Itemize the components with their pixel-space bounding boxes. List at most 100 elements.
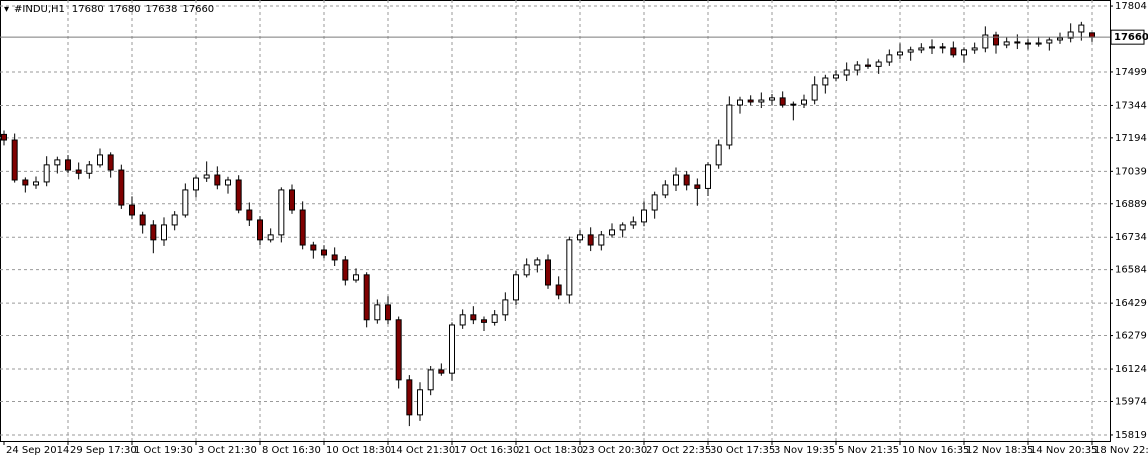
candle-body <box>587 234 594 246</box>
price-label: 17660 <box>1114 32 1148 43</box>
candle-body <box>310 244 317 251</box>
candle-body <box>1046 39 1053 44</box>
candle-body <box>971 47 978 51</box>
candle-body <box>417 389 423 416</box>
candle-body <box>619 224 626 231</box>
candle-body <box>950 47 957 56</box>
candle-body <box>854 64 861 71</box>
candle-body <box>289 189 295 211</box>
header-low: 17638 <box>146 4 178 15</box>
candle-body <box>235 179 242 211</box>
candle-body <box>449 324 455 374</box>
candle-body <box>139 214 146 226</box>
y-tick-label: 17194 <box>1115 133 1147 144</box>
candle-body <box>598 234 605 246</box>
candle-body <box>577 234 583 241</box>
candle-body <box>705 164 711 189</box>
candle-body <box>1 133 7 141</box>
candle-body <box>22 179 29 186</box>
candle-body <box>769 97 775 101</box>
x-tick-label: 24 Sep 2014 <box>6 445 69 456</box>
y-tick-label: 16584 <box>1115 265 1147 276</box>
header-close: 17660 <box>182 4 214 15</box>
candle-body <box>715 144 722 166</box>
candle-body <box>630 221 637 226</box>
candle-body <box>353 274 359 281</box>
y-tick-label: 16279 <box>1115 331 1147 342</box>
x-tick-label: 17 Oct 16:30 <box>454 445 519 456</box>
y-tick-label: 17499 <box>1115 67 1147 78</box>
candle-body <box>779 97 786 106</box>
candle-body <box>43 164 50 183</box>
candles <box>0 21 1110 427</box>
candle-body <box>1067 31 1074 39</box>
candle-body <box>129 204 135 216</box>
candle-body <box>171 214 178 226</box>
candle-body <box>406 379 413 416</box>
candle-body <box>673 174 679 186</box>
candle-body <box>897 51 903 56</box>
candle-body <box>107 154 114 171</box>
candle-body <box>907 49 914 53</box>
candle-body <box>182 189 189 216</box>
candle-body <box>747 99 754 103</box>
x-tick-label: 12 Nov 18:35 <box>966 445 1033 456</box>
candle-body <box>150 224 157 241</box>
candle-body <box>161 224 167 241</box>
x-tick-label: 27 Oct 22:35 <box>646 445 711 456</box>
candle-body <box>75 169 82 174</box>
candle-body <box>641 209 647 223</box>
candle-body <box>54 159 61 166</box>
candle-body <box>278 189 285 236</box>
candle-body <box>1078 24 1085 33</box>
candle-body <box>33 181 39 186</box>
candle-body <box>342 259 349 281</box>
candle-body <box>886 54 893 63</box>
candle-body <box>993 34 999 46</box>
header-high: 17680 <box>109 4 141 15</box>
candle-body <box>321 249 327 256</box>
candle-body <box>1014 41 1021 44</box>
candle-body <box>811 84 818 101</box>
y-tick-label: 17804 <box>1115 1 1147 12</box>
menu-arrow: ▾ <box>4 4 9 15</box>
candle-body <box>566 239 573 296</box>
x-tick-label: 10 Oct 18:30 <box>326 445 391 456</box>
y-tick-label: 16734 <box>1115 232 1147 243</box>
candle-body <box>961 49 967 56</box>
axes: 17804 17499 17344 17194 17039 16889 16734 16584… <box>3 1 1148 456</box>
y-tick-label: 17344 <box>1115 100 1147 111</box>
candle-body <box>737 99 743 106</box>
candle-body <box>875 61 882 67</box>
candle-body <box>1035 42 1042 45</box>
y-tick-label: 15974 <box>1115 396 1147 407</box>
candle-body <box>534 259 541 266</box>
candle-body <box>865 64 871 67</box>
candle-body <box>726 104 733 146</box>
candle-body <box>363 274 370 321</box>
candle-body <box>374 304 381 321</box>
candle-body <box>1025 42 1031 45</box>
candle-body <box>257 219 263 241</box>
y-tick-label: 16429 <box>1115 298 1147 309</box>
candle-body <box>523 264 530 276</box>
candle-body <box>822 77 829 86</box>
x-tick-label: 10 Nov 16:35 <box>902 445 969 456</box>
candle-body <box>1089 32 1095 38</box>
candle-body <box>555 284 562 296</box>
candle-body <box>545 259 551 286</box>
x-tick-label: 21 Oct 18:30 <box>518 445 583 456</box>
candle-body <box>801 99 807 105</box>
x-tick-label: 5 Nov 21:35 <box>838 445 899 456</box>
candle-body <box>203 174 210 179</box>
candle-body <box>246 209 253 221</box>
candle-body <box>758 99 765 103</box>
candle-body <box>11 139 18 181</box>
candle-body <box>427 369 434 391</box>
candle-body <box>299 209 306 246</box>
header-open: 17680 <box>72 4 104 15</box>
candle-body <box>513 274 519 301</box>
x-tick-label: 18 Nov 22:35 <box>1094 445 1148 456</box>
candle-body <box>331 254 338 261</box>
candle-body <box>929 46 935 49</box>
